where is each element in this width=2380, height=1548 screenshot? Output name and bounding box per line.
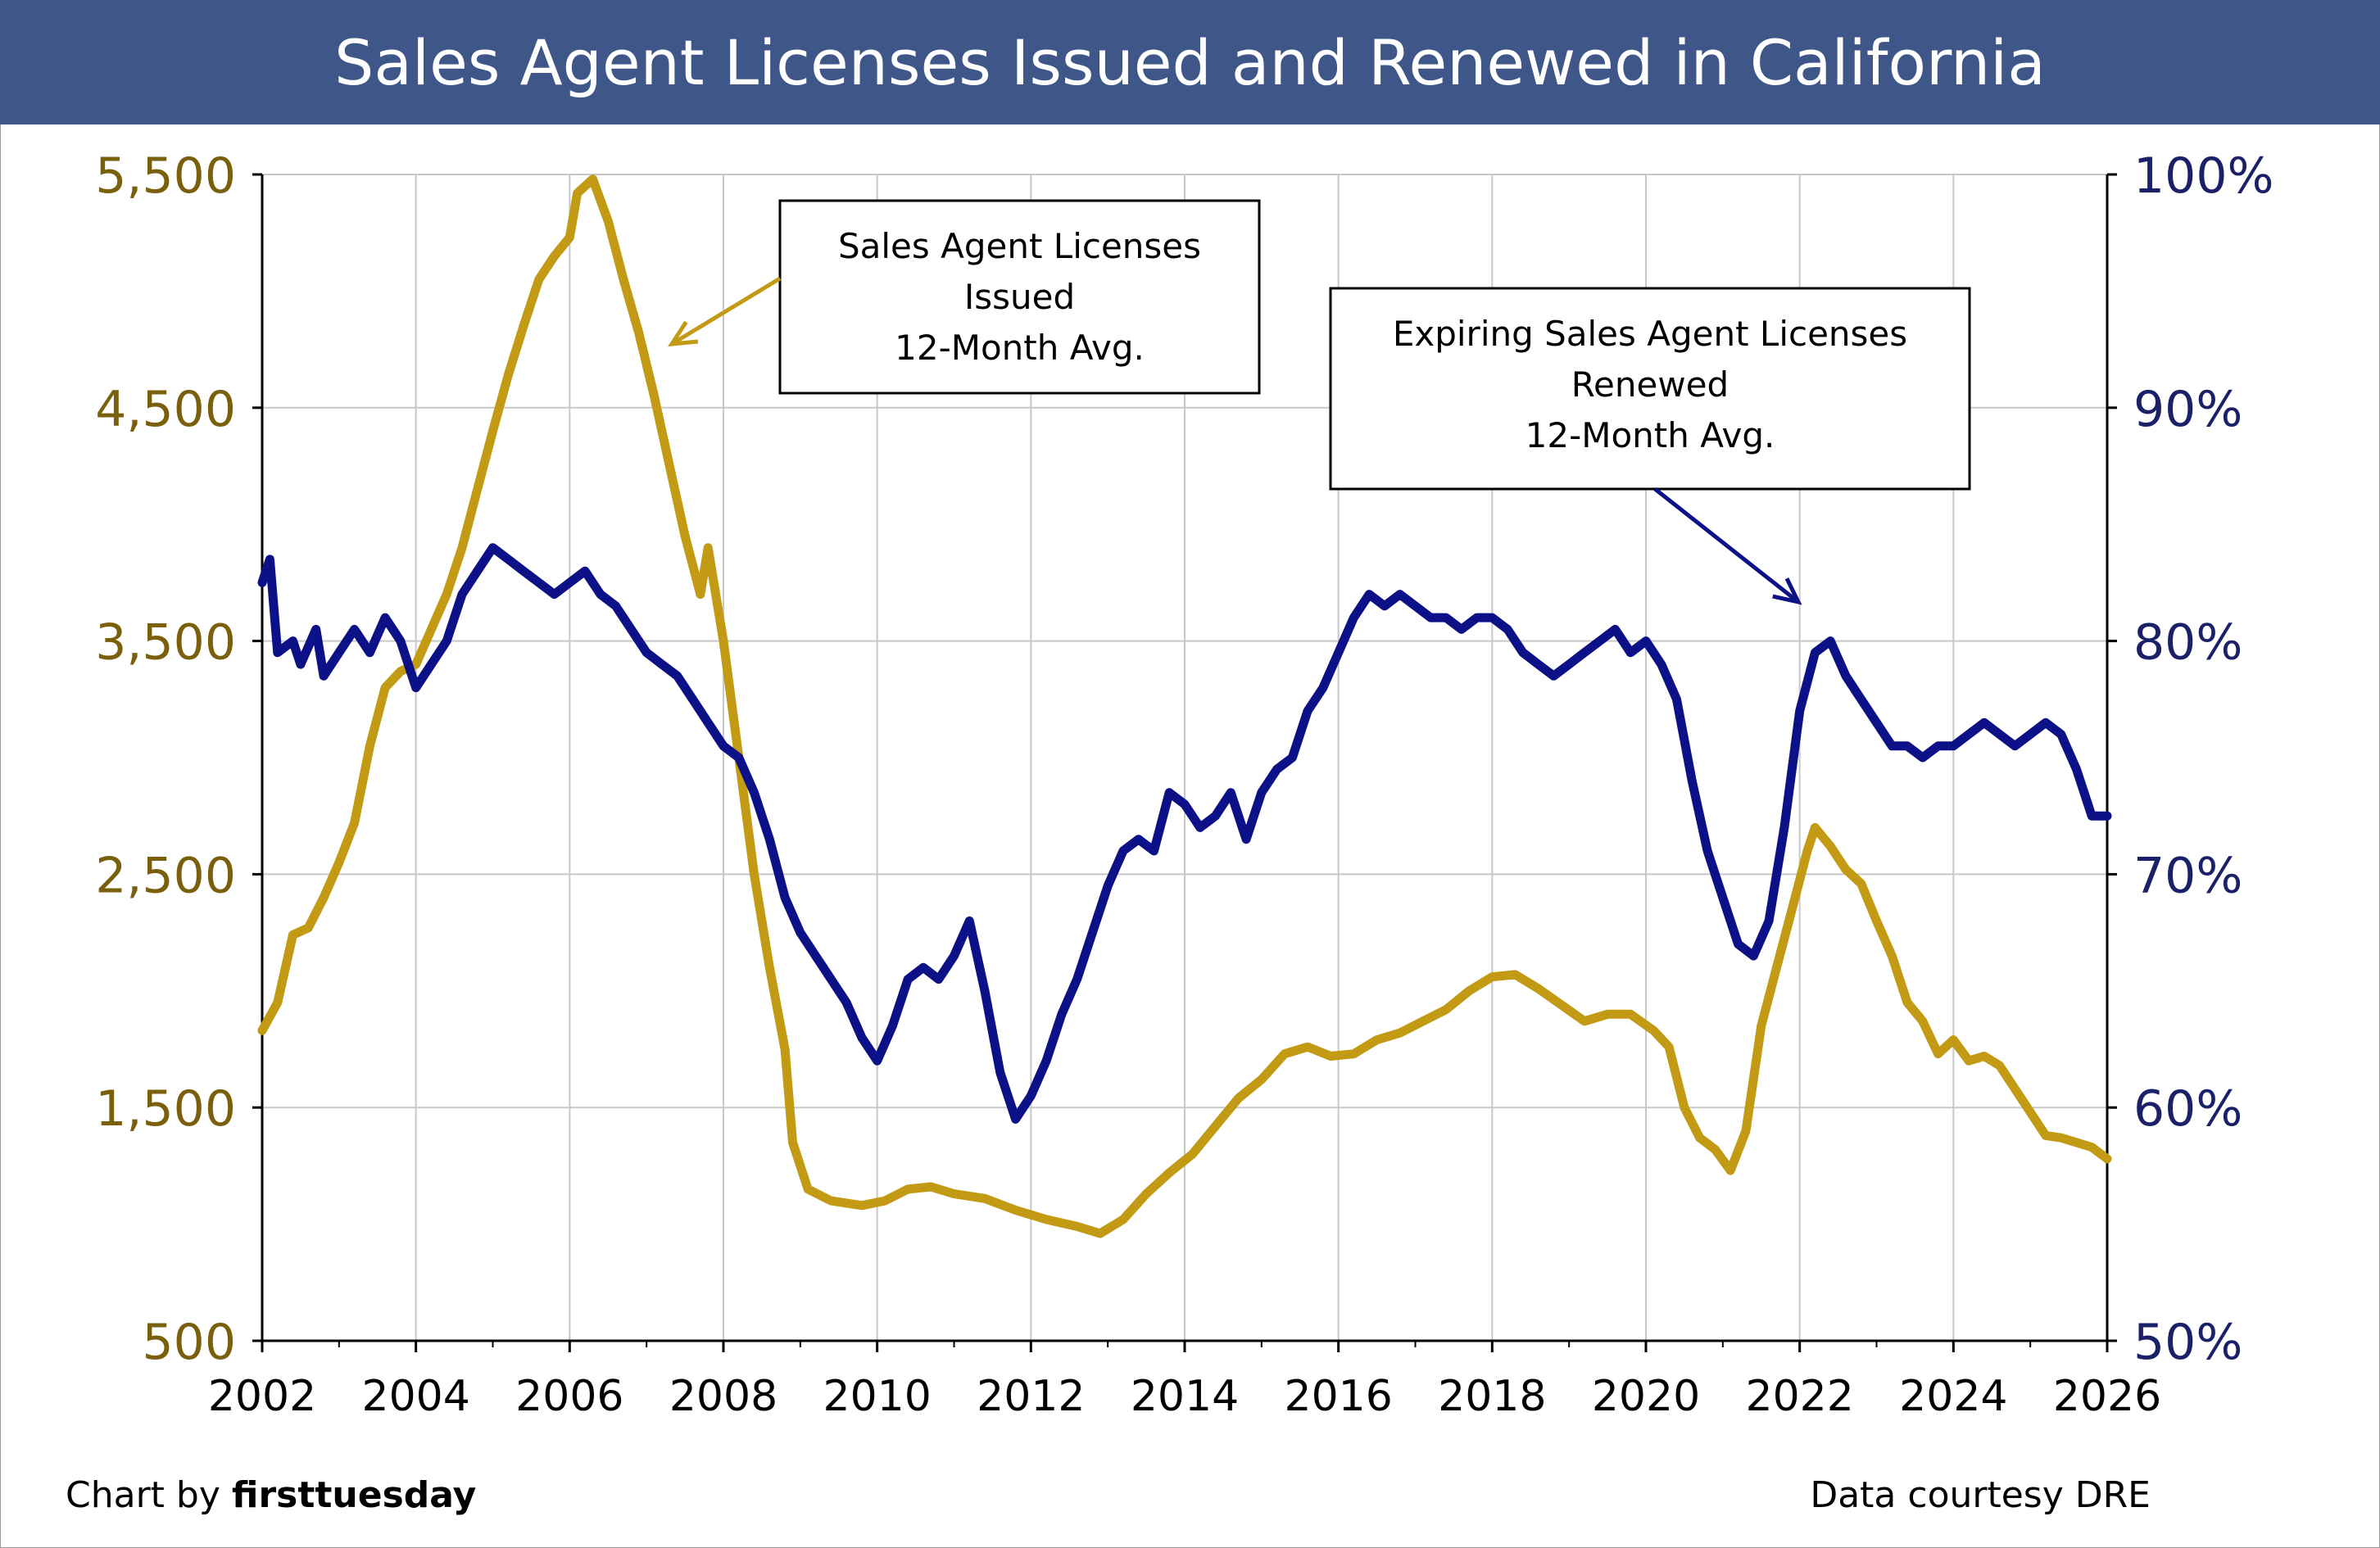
chart-credit: Chart by firsttuesday <box>66 1474 476 1516</box>
chart-title: Sales Agent Licenses Issued and Renewed … <box>0 0 2380 124</box>
y-right-tick-label: 100% <box>2133 147 2274 205</box>
y-right-tick-label: 90% <box>2133 381 2242 438</box>
y-left-tick-label: 4,500 <box>95 381 236 438</box>
annotation-renewed-arrow <box>1653 487 1800 604</box>
y-left-tick-label: 3,500 <box>95 614 236 672</box>
y-right-tick-label: 80% <box>2133 614 2242 672</box>
x-tick-label: 2026 <box>2053 1372 2161 1421</box>
annotation-renewed-box <box>1329 287 1971 491</box>
y-left-tick-label: 2,500 <box>95 847 236 904</box>
x-tick-label: 2022 <box>1745 1372 1853 1421</box>
y-left-tick-label: 1,500 <box>95 1080 236 1138</box>
annotation-renewed-line: Renewed <box>1571 364 1729 405</box>
annotation-issued-line: Sales Agent Licenses <box>838 226 1201 266</box>
x-tick-label: 2010 <box>823 1372 931 1421</box>
credit-brand: firsttuesday <box>231 1474 477 1516</box>
x-tick-label: 2012 <box>977 1372 1085 1421</box>
y-right-tick-label: 60% <box>2133 1080 2242 1138</box>
annotation-renewed: Expiring Sales Agent Licenses Renewed 12-M… <box>1329 287 1971 605</box>
x-tick-label: 2020 <box>1592 1372 1700 1421</box>
x-tick-label: 2014 <box>1131 1372 1239 1421</box>
y-left-tick-label: 5,500 <box>95 147 236 205</box>
annotation-issued-line: Issued <box>964 277 1075 317</box>
annotation-issued-line: 12-Month Avg. <box>895 328 1145 368</box>
x-tick-label: 2024 <box>1899 1372 2007 1421</box>
y-left-tick-label: 500 <box>142 1314 236 1371</box>
x-tick-label: 2006 <box>515 1372 623 1421</box>
annotation-issued-box <box>778 199 1261 395</box>
x-tick-label: 2002 <box>208 1372 316 1421</box>
data-source: Data courtesy DRE <box>1810 1474 2151 1516</box>
y-right-tick-label: 70% <box>2133 847 2242 904</box>
series-line-renewed <box>257 543 2112 1124</box>
x-tick-label: 2004 <box>361 1372 469 1421</box>
x-tick-label: 2008 <box>669 1372 777 1421</box>
annotation-renewed-line: 12-Month Avg. <box>1525 415 1775 455</box>
annotation-issued-arrow <box>670 276 782 346</box>
series-line-issued <box>257 174 2112 1238</box>
annotation-issued-arrowhead <box>668 320 699 346</box>
credit-prefix: Chart by <box>66 1474 232 1516</box>
annotation-renewed-arrowhead <box>1772 577 1802 605</box>
x-tick-label: 2016 <box>1284 1372 1392 1421</box>
y-right-tick-label: 50% <box>2133 1314 2242 1371</box>
x-tick-label: 2018 <box>1438 1372 1546 1421</box>
annotation-issued: Sales Agent Licenses Issued 12-Month Avg. <box>668 199 1261 395</box>
annotation-renewed-line: Expiring Sales Agent Licenses <box>1393 314 1907 354</box>
